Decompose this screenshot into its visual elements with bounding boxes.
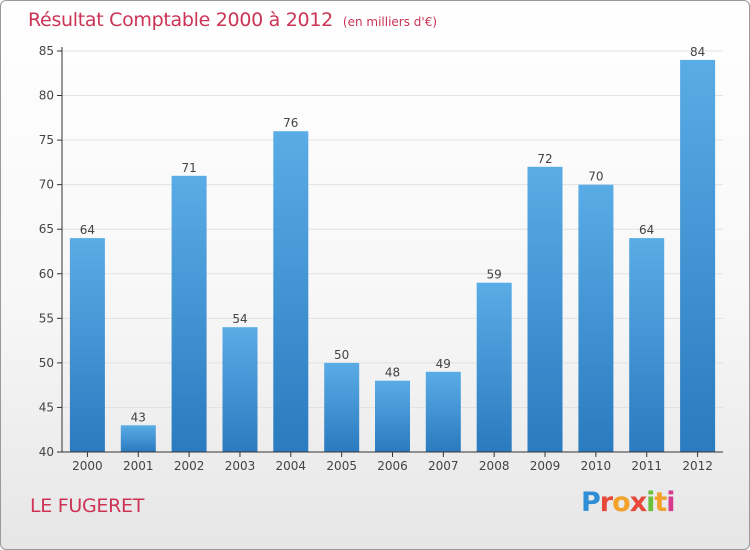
data-label-2002: 71	[181, 161, 196, 175]
bar-2006[interactable]	[375, 380, 410, 452]
bar-2005[interactable]	[324, 362, 360, 452]
logo-letter: r	[599, 487, 613, 518]
x-tick-label-2010: 2010	[581, 459, 612, 473]
y-tick-label: 65	[39, 222, 54, 236]
x-tick-label-2009: 2009	[530, 459, 561, 473]
y-tick-label: 70	[39, 178, 54, 192]
data-label-2010: 70	[588, 170, 603, 184]
x-tick-label-2005: 2005	[326, 459, 357, 473]
logo-letter: i	[666, 487, 675, 518]
axes: 40 45 50 55 60 65 70 75 80 85 2000 2001 2002 2003 2004…	[39, 44, 723, 473]
chart-title-text: Résultat Comptable 2000 à 2012	[28, 9, 333, 31]
data-label-2006: 48	[385, 366, 400, 380]
logo-letter: P	[581, 487, 601, 518]
bar-2007[interactable]	[425, 371, 461, 452]
bar-2000[interactable]	[69, 238, 105, 452]
y-tick-label: 55	[39, 311, 54, 325]
proxiti-logo[interactable]: Proxiti	[581, 487, 676, 518]
x-tick-label-2003: 2003	[225, 459, 256, 473]
data-label-2004: 76	[283, 116, 298, 130]
x-tick-label-2001: 2001	[123, 459, 154, 473]
data-label-2007: 49	[436, 357, 451, 371]
data-label-2001: 43	[131, 410, 146, 424]
data-label-2009: 72	[537, 152, 552, 166]
logo-letter: t	[654, 487, 667, 518]
x-tick-label-2004: 2004	[276, 459, 307, 473]
bar-2004[interactable]	[273, 131, 309, 452]
bar-2009[interactable]	[527, 166, 563, 453]
data-label-2011: 64	[639, 223, 654, 237]
data-label-2000: 64	[80, 223, 95, 237]
y-tick-label: 60	[39, 267, 54, 281]
y-tick-label: 80	[39, 89, 54, 103]
data-label-2012: 84	[690, 45, 705, 59]
x-tick-label-2011: 2011	[631, 459, 662, 473]
data-label-2005: 50	[334, 348, 349, 362]
bar-2012[interactable]	[680, 59, 716, 453]
x-tick-label-2000: 2000	[72, 459, 103, 473]
logo-letter: i	[646, 487, 655, 518]
logo-letter: o	[612, 487, 631, 518]
data-label-2008: 59	[487, 268, 502, 282]
x-tick-label-2012: 2012	[682, 459, 713, 473]
bar-2003[interactable]	[222, 327, 258, 452]
bars: 64 43 71 54 76 50 48 49 59 72 70 64 84	[69, 45, 716, 453]
x-tick-label-2007: 2007	[428, 459, 459, 473]
y-tick-label: 85	[39, 44, 54, 58]
x-tick-label-2002: 2002	[174, 459, 205, 473]
commune-name: LE FUGERET	[30, 495, 145, 517]
x-tick-label-2006: 2006	[377, 459, 408, 473]
logo-letter: x	[629, 487, 647, 518]
bar-2001[interactable]	[120, 425, 156, 452]
y-tick-label: 40	[39, 445, 54, 459]
y-tick-label: 45	[39, 400, 54, 414]
bar-2011[interactable]	[629, 238, 665, 452]
chart-subtitle: (en milliers d'€)	[342, 15, 438, 29]
data-label-2003: 54	[232, 312, 247, 326]
chart-title: Résultat Comptable 2000 à 2012 (en millie…	[28, 9, 437, 31]
y-tick-label: 75	[39, 133, 54, 147]
y-tick-label: 50	[39, 356, 54, 370]
bar-2008[interactable]	[476, 282, 512, 452]
bar-2010[interactable]	[578, 184, 614, 452]
bar-2002[interactable]	[171, 175, 207, 453]
x-tick-label-2008: 2008	[479, 459, 510, 473]
